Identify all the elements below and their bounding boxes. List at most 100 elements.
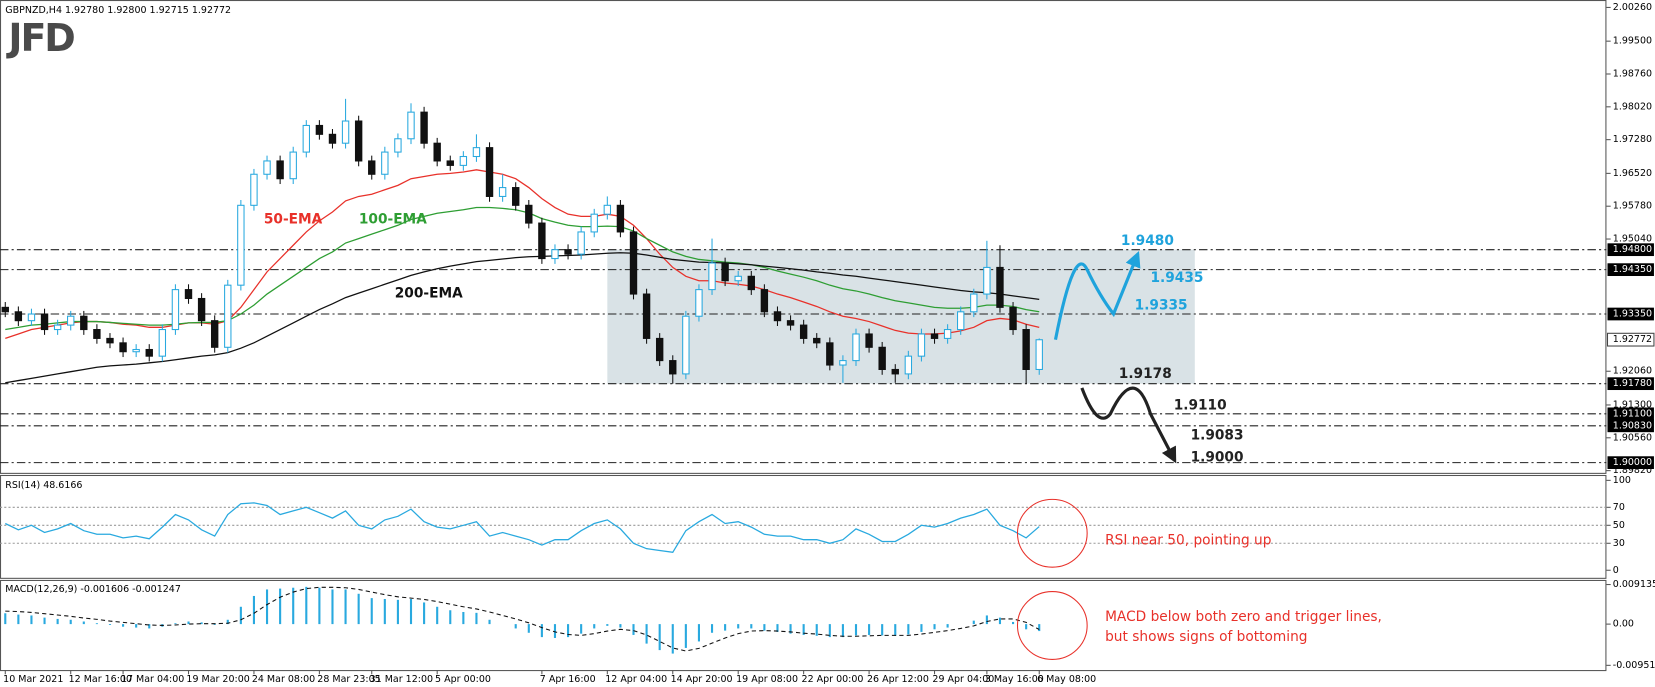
- candle-body: [446, 160, 454, 166]
- x-tick-label: 12 Apr 04:00: [605, 674, 667, 685]
- candle-body: [171, 289, 180, 331]
- x-tick-label: 10 Mar 2021: [3, 674, 63, 685]
- candle-body: [184, 289, 193, 300]
- y-tick-label: 70: [1613, 502, 1625, 513]
- candle-body: [695, 289, 703, 317]
- bearish-label: 1.9110: [1174, 397, 1227, 413]
- y-tick-label: -0.009514: [1613, 660, 1655, 671]
- candle-body: [930, 333, 939, 339]
- y-tick-label: 1.97280: [1613, 134, 1652, 145]
- candle-body: [669, 360, 677, 375]
- candle-body: [943, 329, 952, 339]
- candle-body: [197, 297, 206, 322]
- candle-body: [1, 306, 9, 313]
- candle-body: [407, 111, 415, 140]
- x-tick-label: 24 Mar 08:00: [252, 674, 315, 685]
- candle-body: [53, 324, 62, 331]
- rsi-note: RSI near 50, pointing up: [1105, 533, 1271, 549]
- candle-body: [210, 320, 219, 348]
- candle-body: [14, 311, 23, 322]
- level-box: [1607, 263, 1654, 277]
- x-tick-label: 12 Mar 16:00: [69, 674, 132, 685]
- candle-body: [996, 266, 1004, 308]
- candle-body: [799, 324, 808, 339]
- candle-body: [354, 120, 363, 162]
- highlight-circle: [1016, 498, 1088, 568]
- candle-body: [642, 293, 651, 339]
- candle-body: [1022, 329, 1030, 371]
- candle-body: [721, 262, 729, 282]
- candle-body: [603, 204, 612, 215]
- y-tick-label: 100: [1613, 475, 1631, 486]
- level-box: [1607, 307, 1654, 321]
- rsi-panel: [0, 474, 1607, 579]
- candle-body: [40, 313, 49, 331]
- level-label: 1.94350: [1613, 264, 1652, 275]
- bullish-label: 1.9435: [1150, 270, 1203, 286]
- candle-body: [616, 204, 625, 233]
- candle-body: [786, 320, 795, 326]
- candle-body: [145, 348, 153, 357]
- candle-body: [512, 187, 520, 206]
- y-tick-label: 1.95780: [1613, 201, 1652, 212]
- candle-body: [472, 147, 481, 158]
- ema-line: [5, 252, 1040, 384]
- price-box: [1606, 332, 1655, 347]
- x-tick-label: 28 Mar 23:05: [317, 674, 380, 685]
- level-box: [1607, 456, 1654, 469]
- candle-body: [813, 337, 821, 344]
- level-box: [1607, 419, 1654, 433]
- x-tick-label: 5 Apr 00:00: [435, 674, 491, 685]
- chart-title: GBPNZD,H4 1.92780 1.92800 1.92715 1.9277…: [5, 5, 231, 16]
- candle-body: [433, 142, 441, 162]
- candle-body: [459, 155, 468, 166]
- level-box: [1607, 377, 1654, 391]
- rsi-title: RSI(14) 48.6166: [5, 480, 82, 491]
- x-tick-label: 3 May 16:00: [985, 674, 1044, 685]
- candle-body: [852, 333, 860, 362]
- candle-body: [1009, 306, 1017, 331]
- candle-body: [525, 204, 533, 224]
- candle-body: [655, 337, 664, 362]
- x-tick-label: 22 Apr 00:00: [802, 674, 864, 685]
- x-tick-label: 7 Apr 16:00: [540, 674, 596, 685]
- candle-body: [93, 329, 101, 339]
- candle-body: [394, 138, 402, 153]
- y-tick-label: 1.99500: [1613, 36, 1652, 47]
- x-tick-label: 14 Apr 20:00: [671, 674, 733, 685]
- y-tick-label: 0.009135: [1613, 579, 1655, 590]
- candle-body: [957, 311, 965, 331]
- level-label: 1.94800: [1613, 244, 1652, 255]
- candle-body: [564, 249, 572, 255]
- candle-body: [1035, 339, 1043, 371]
- candle-body: [760, 289, 769, 313]
- candle-body: [368, 160, 376, 175]
- level-label: 1.91780: [1613, 378, 1652, 389]
- candle-body: [224, 284, 232, 348]
- candle-body: [381, 151, 389, 175]
- y-tick-label: 1.98020: [1613, 101, 1652, 112]
- candle-body: [551, 249, 559, 260]
- candle-body: [629, 231, 638, 295]
- level-box: [1607, 407, 1654, 421]
- highlight-circle: [1016, 591, 1088, 660]
- bearish-label: 1.9083: [1191, 427, 1244, 443]
- candle-body: [80, 315, 88, 331]
- ema-label: 200-EMA: [395, 286, 463, 302]
- x-tick-label: 6 May 08:00: [1037, 674, 1096, 685]
- bullish-label: 1.9480: [1121, 233, 1174, 249]
- candle-body: [27, 313, 36, 322]
- ema-label: 100-EMA: [359, 211, 427, 227]
- candle-body: [577, 231, 585, 255]
- candle-body: [734, 275, 742, 282]
- x-tick-label: 31 Mar 12:00: [370, 674, 433, 685]
- x-tick-label: 19 Mar 20:00: [186, 674, 249, 685]
- candle-body: [747, 275, 755, 291]
- candle-body: [498, 187, 507, 197]
- candle-body: [682, 315, 690, 375]
- candle-body: [276, 160, 284, 180]
- candle-body: [904, 355, 913, 375]
- candle-body: [891, 368, 899, 375]
- y-tick-label: 50: [1613, 520, 1625, 531]
